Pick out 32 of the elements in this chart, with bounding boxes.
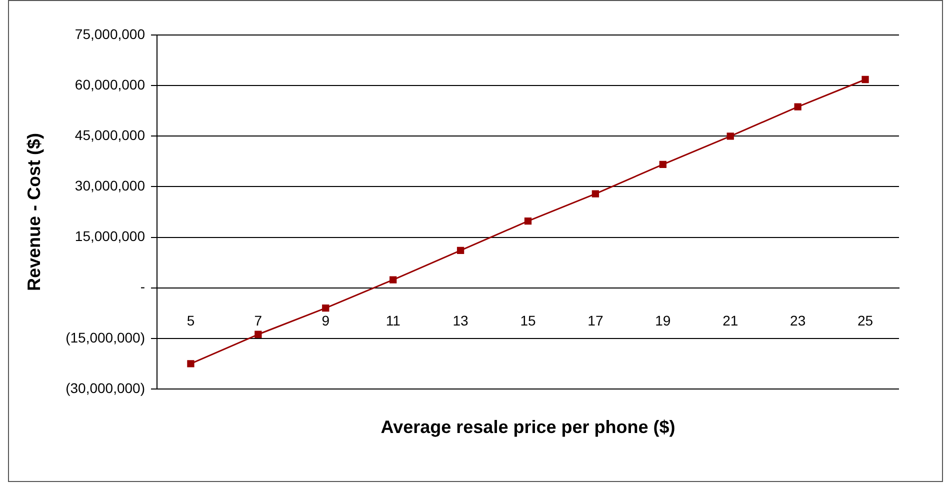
y-tick-label: - [140, 278, 146, 295]
point [592, 190, 600, 198]
y-tick-label: 60,000,000 [74, 76, 146, 92]
x-tick-label: 25 [857, 312, 874, 329]
point [794, 103, 802, 110]
point [524, 218, 532, 225]
x-axis-title: Average resale price per phone ($) [380, 416, 676, 437]
point [390, 276, 397, 284]
y-tick-label: (30,000,000) [66, 380, 145, 396]
point [862, 76, 869, 84]
x-tick-label: 9 [322, 312, 330, 329]
y-axis-title: Revenue - Cost ($) [24, 132, 44, 292]
x-tick-label: 5 [186, 312, 195, 329]
point [456, 246, 464, 254]
x-tick-label: 7 [254, 312, 262, 329]
y-tick-label: 30,000,000 [74, 178, 146, 194]
x-tick-label: 19 [655, 312, 671, 329]
y-tick-label: 75,000,000 [74, 26, 146, 42]
x-tick-label: 23 [790, 312, 806, 329]
x-tick-label: 13 [452, 312, 469, 329]
point [659, 160, 666, 168]
point [254, 330, 262, 338]
point [322, 304, 330, 312]
x-tick-label: 15 [520, 312, 536, 329]
point [726, 132, 734, 140]
y-tick-label: 45,000,000 [74, 127, 146, 143]
x-tick-label: 17 [588, 312, 604, 329]
y-tick-label: 15,000,000 [74, 228, 146, 244]
y-tick-label: (15,000,000) [66, 329, 145, 346]
x-tick-label: 11 [386, 312, 401, 329]
point [187, 360, 194, 368]
x-tick-label: 21 [722, 312, 738, 329]
